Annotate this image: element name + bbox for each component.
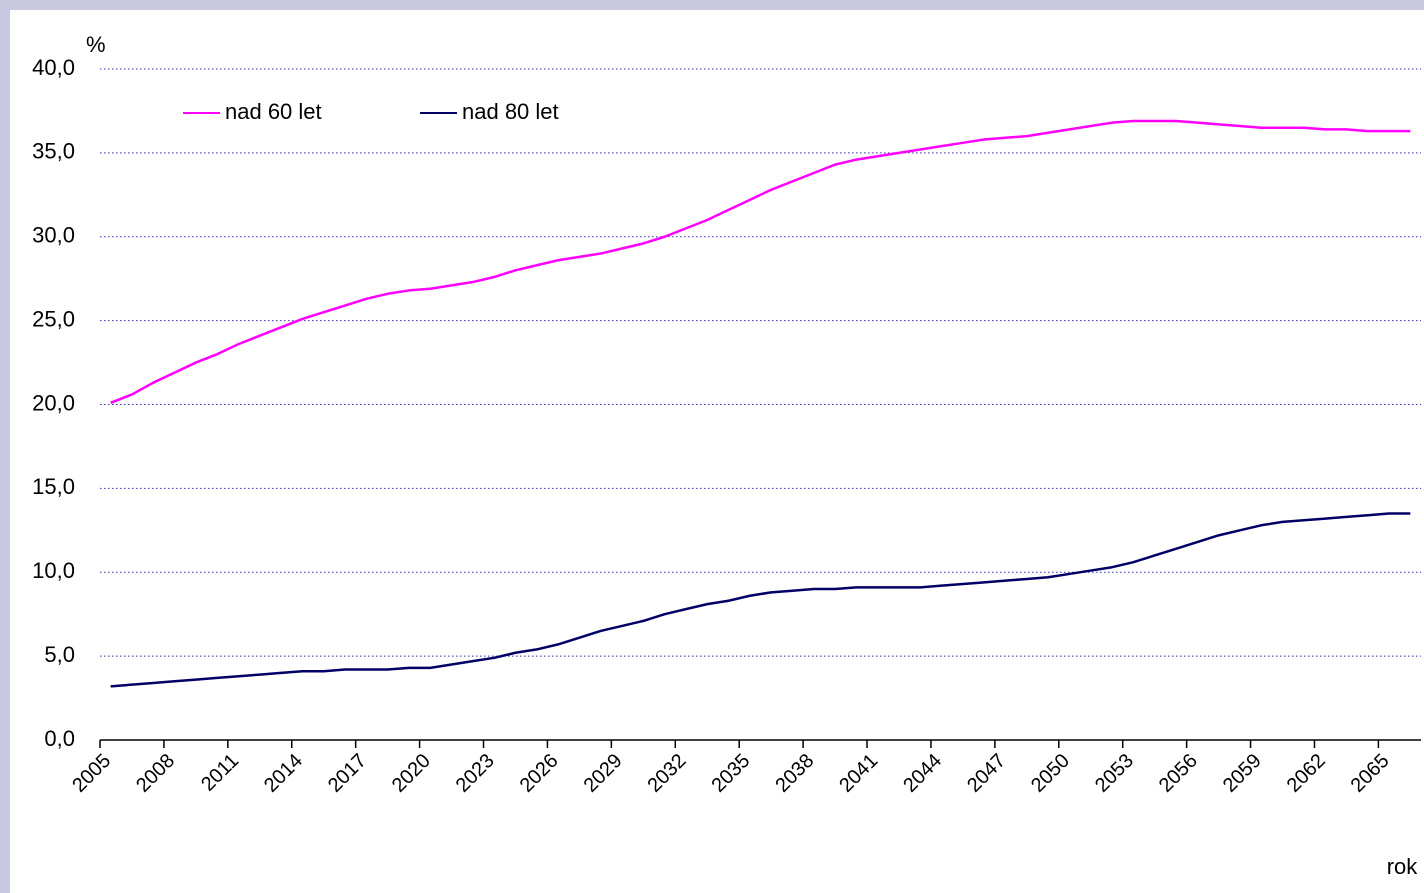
y-tick-label: 0,0 — [44, 726, 75, 751]
y-axis-label: % — [86, 32, 106, 57]
y-tick-label: 30,0 — [32, 223, 75, 248]
y-tick-label: 40,0 — [32, 55, 75, 80]
y-tick-label: 20,0 — [32, 390, 75, 415]
y-tick-label: 35,0 — [32, 139, 75, 164]
y-tick-label: 25,0 — [32, 306, 75, 331]
series-line — [110, 119, 1411, 404]
y-tick-label: 5,0 — [44, 642, 75, 667]
x-axis-label: rok — [1387, 854, 1419, 879]
series-line — [110, 512, 1411, 688]
y-tick-label: 10,0 — [32, 558, 75, 583]
legend-label: nad 60 let — [225, 99, 322, 124]
plot-background — [10, 10, 1424, 893]
y-tick-label: 15,0 — [32, 474, 75, 499]
legend-label: nad 80 let — [462, 99, 559, 124]
